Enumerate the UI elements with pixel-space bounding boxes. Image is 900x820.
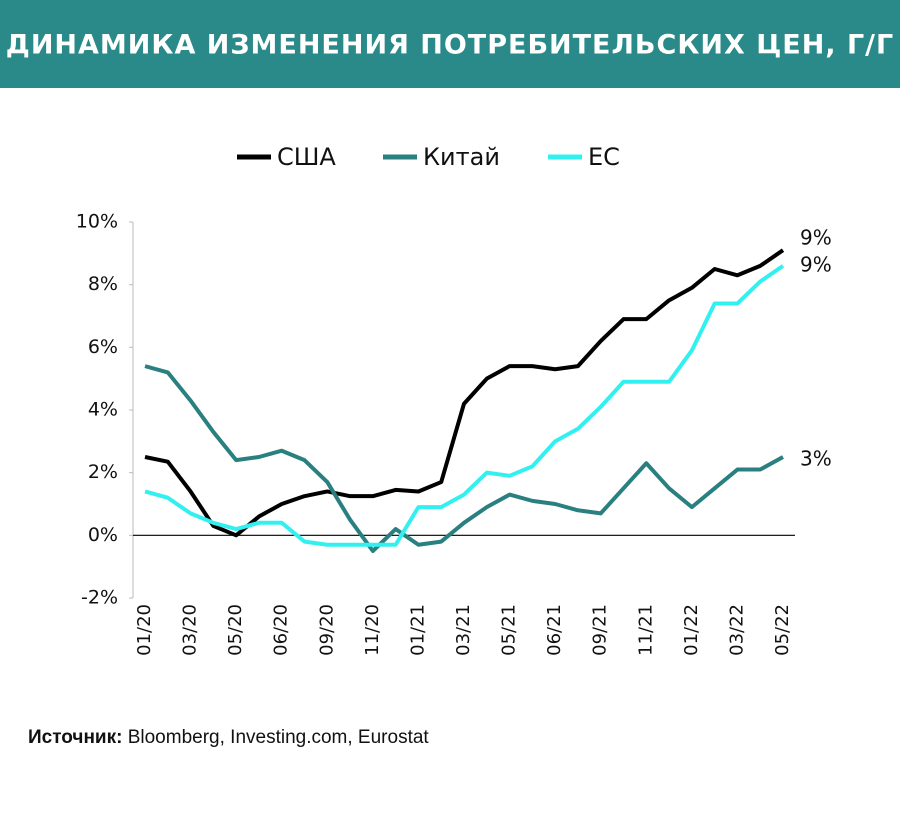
source-text: Bloomberg, Investing.com, Eurostat	[128, 727, 430, 748]
chart-title: ДИНАМИКА ИЗМЕНЕНИЯ ПОТРЕБИТЕЛЬСКИХ ЦЕН, …	[6, 30, 894, 61]
x-tick-label: 03/22	[726, 604, 747, 656]
x-tick-label: 06/20	[271, 604, 292, 656]
x-tick-label: 11/21	[635, 604, 656, 656]
y-tick-label: -2%	[81, 587, 118, 609]
x-tick-label: 03/20	[180, 604, 201, 656]
source-label: Источник:	[28, 727, 122, 748]
legend-label: ЕС	[588, 143, 620, 171]
x-tick-label: 01/20	[134, 604, 155, 656]
x-tick-label: 09/20	[316, 604, 337, 656]
value-label: 9%	[800, 252, 832, 276]
x-tick-label: 11/20	[362, 604, 383, 656]
value-label: 3%	[800, 447, 832, 471]
x-tick-label: 09/21	[590, 604, 611, 656]
y-tick-label: 0%	[88, 524, 118, 546]
x-tick-label: 06/21	[544, 604, 565, 656]
value-label: 9%	[800, 226, 832, 250]
series-line	[144, 364, 784, 553]
x-tick-label: 03/21	[453, 604, 474, 656]
title-banner	[0, 0, 900, 88]
legend-label: Китай	[423, 143, 500, 171]
y-tick-label: 2%	[88, 461, 118, 483]
y-tick-label: 6%	[88, 336, 118, 358]
x-tick-label: 05/20	[225, 604, 246, 656]
y-tick-label: 8%	[88, 273, 118, 295]
source: Источник: Bloomberg, Investing.com, Euro…	[28, 727, 429, 748]
x-tick-label: 05/22	[772, 604, 793, 656]
x-tick-label: 05/21	[499, 604, 520, 656]
y-tick-label: 4%	[88, 399, 118, 421]
x-tick-label: 01/21	[407, 604, 428, 656]
series-line	[144, 248, 785, 538]
y-tick-label: 10%	[76, 211, 118, 233]
x-tick-label: 01/22	[681, 604, 702, 656]
series-line	[144, 264, 785, 547]
legend-label: США	[277, 143, 336, 171]
